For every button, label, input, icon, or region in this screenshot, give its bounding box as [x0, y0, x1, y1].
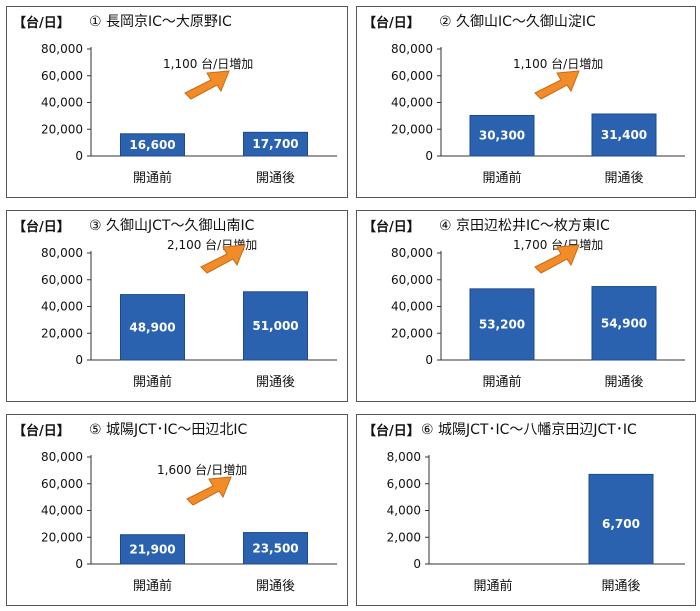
x-category-label: 開通前: [473, 578, 512, 594]
y-tick-label: 80,000: [391, 42, 433, 56]
chart-panel-5: 【台/日】 ⑤ 城陽JCT･IC～田辺北IC 1,600 台/日増加 0 20,0…: [6, 414, 348, 606]
bar-value-label: 48,900: [129, 320, 175, 334]
y-tick-label: 0: [425, 353, 433, 367]
y-tick-label: 60,000: [41, 273, 83, 287]
y-tick-label: 20,000: [41, 122, 83, 136]
bar-value-label: 54,900: [601, 316, 647, 330]
y-tick-label: 20,000: [41, 530, 83, 544]
y-tick-label: 20,000: [41, 326, 83, 340]
increase-annotation: 1,100 台/日増加: [163, 57, 254, 71]
unit-label: 【台/日】: [363, 424, 420, 439]
bar: [120, 133, 185, 157]
bar-value-label: 53,200: [479, 317, 525, 331]
chart-title: ⑤ 城陽JCT･IC～田辺北IC: [89, 422, 248, 438]
chart-title: ② 久御山IC～久御山淀IC: [439, 14, 596, 30]
unit-label: 【台/日】: [363, 220, 420, 235]
x-category-label: 開通前: [482, 374, 521, 390]
chart-panel-4: 【台/日】 ④ 京田辺松井IC～枚方東IC 1,700 台/日増加 0 20,00…: [356, 210, 696, 402]
x-category-label: 開通前: [133, 374, 172, 390]
x-category-label: 開通前: [133, 170, 172, 186]
y-tick-label: 40,000: [41, 300, 83, 314]
y-tick-label: 40,000: [391, 96, 433, 110]
y-tick-label: 60,000: [391, 273, 433, 287]
y-tick-label: 40,000: [41, 96, 83, 110]
chart-title: ⑥ 城陽JCT･IC～八幡京田辺JCT･IC: [421, 422, 637, 438]
bar-value-label: 21,900: [129, 542, 175, 556]
x-category-label: 開通前: [133, 578, 172, 594]
unit-label: 【台/日】: [13, 220, 70, 235]
y-tick-label: 60,000: [41, 69, 83, 83]
unit-label: 【台/日】: [13, 424, 70, 439]
bar: [469, 114, 535, 157]
unit-label: 【台/日】: [363, 16, 420, 31]
y-tick-label: 20,000: [391, 326, 433, 340]
bar: [243, 291, 308, 361]
increase-annotation: 1,100 台/日増加: [513, 57, 604, 71]
chart-panel-6: 【台/日】 ⑥ 城陽JCT･IC～八幡京田辺JCT･IC 0 2,000 4,000…: [356, 414, 696, 606]
bar-value-label: 30,300: [479, 129, 525, 143]
bar: [591, 113, 657, 157]
y-tick-label: 80,000: [41, 42, 83, 56]
y-tick-label: 40,000: [391, 300, 433, 314]
chart-title: ④ 京田辺松井IC～枚方東IC: [439, 218, 610, 234]
chart-panel-1: 【台/日】 ① 長岡京IC～大原野IC 1,100 台/日増加 0 20,000 4…: [6, 6, 348, 198]
bar-value-label: 23,500: [252, 541, 298, 555]
x-category-label: 開通後: [604, 171, 643, 186]
increase-annotation: 1,700 台/日増加: [513, 238, 604, 252]
y-tick-label: 8,000: [387, 450, 421, 464]
bar-chart: 0 2,000 4,000 6,000 8,000 開通前 6,700 開通後: [387, 450, 685, 594]
bar-value-label: 31,400: [601, 128, 647, 142]
bar: [243, 532, 308, 565]
x-category-label: 開通後: [256, 171, 295, 186]
x-category-label: 開通後: [604, 375, 643, 390]
unit-label: 【台/日】: [13, 16, 70, 31]
y-tick-label: 6,000: [387, 477, 421, 491]
bar: [588, 473, 654, 565]
increase-arrow-icon: [534, 244, 580, 274]
bar-chart: 0 20,000 40,000 60,000 80,000 48,900 開通前 51,000…: [41, 244, 337, 390]
y-tick-label: 4,000: [387, 504, 421, 518]
y-tick-label: 0: [75, 557, 83, 571]
increase-arrow-icon: [200, 244, 246, 274]
bar: [469, 288, 535, 361]
y-tick-label: 80,000: [41, 450, 83, 464]
chart-title: ① 長岡京IC～大原野IC: [89, 14, 232, 30]
bar-chart: 0 20,000 40,000 60,000 80,000 30,300 開通前 31,400…: [391, 42, 685, 186]
bar-chart: 0 20,000 40,000 60,000 80,000 21,900 開通前 23,500…: [41, 450, 337, 594]
x-category-label: 開通前: [482, 170, 521, 186]
y-tick-label: 80,000: [391, 246, 433, 260]
bar-value-label: 51,000: [252, 319, 298, 333]
chart-title: ③ 久御山JCT～久御山南IC: [89, 218, 255, 234]
y-tick-label: 80,000: [41, 246, 83, 260]
bar-value-label: 16,600: [129, 138, 175, 152]
bar-value-label: 6,700: [602, 517, 640, 531]
y-tick-label: 0: [75, 353, 83, 367]
increase-arrow-icon: [184, 70, 230, 100]
y-tick-label: 0: [413, 557, 421, 571]
y-tick-label: 60,000: [41, 477, 83, 491]
y-tick-label: 20,000: [391, 122, 433, 136]
y-tick-label: 0: [75, 149, 83, 163]
x-category-label: 開通後: [256, 375, 295, 390]
bar: [591, 286, 657, 361]
x-category-label: 開通後: [601, 579, 640, 594]
increase-arrow-icon: [186, 476, 232, 506]
y-tick-label: 0: [425, 149, 433, 163]
bar-chart: 0 20,000 40,000 60,000 80,000 53,200 開通前 54,900…: [391, 244, 685, 390]
chart-panel-2: 【台/日】 ② 久御山IC～久御山淀IC 1,100 台/日増加 0 20,000…: [356, 6, 696, 198]
increase-arrow-icon: [534, 70, 580, 100]
chart-panel-3: 【台/日】 ③ 久御山JCT～久御山南IC 2,100 台/日増加 0 20,00…: [6, 210, 348, 402]
bar: [243, 131, 308, 157]
bar-value-label: 17,700: [252, 137, 298, 151]
bar: [120, 294, 185, 361]
x-category-label: 開通後: [256, 579, 295, 594]
y-tick-label: 2,000: [387, 530, 421, 544]
y-tick-label: 60,000: [391, 69, 433, 83]
increase-annotation: 1,600 台/日増加: [157, 463, 248, 477]
y-tick-label: 40,000: [41, 504, 83, 518]
bar-chart: 0 20,000 40,000 60,000 80,000 16,600 開通前 17,700…: [41, 42, 337, 186]
bar: [120, 534, 185, 565]
